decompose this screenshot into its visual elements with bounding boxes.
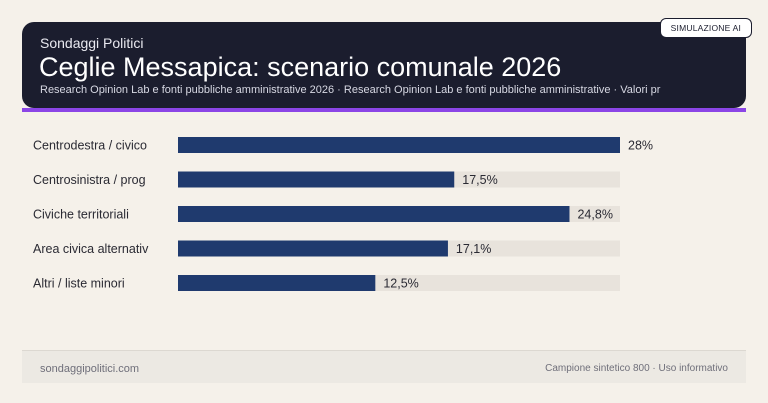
simulation-badge: SIMULAZIONE AI xyxy=(659,18,752,38)
chart-title: Ceglie Messapica: scenario comunale 2026 xyxy=(39,52,562,82)
value-label: 28% xyxy=(628,139,653,153)
bar xyxy=(178,275,376,291)
category-label: Centrosinistra / prog xyxy=(33,173,146,187)
header-accent-line xyxy=(22,108,746,112)
category-label: Civiche territoriali xyxy=(33,208,129,222)
value-label: 12,5% xyxy=(383,277,418,291)
footer-note: Campione sintetico 800 · Uso informativo xyxy=(545,363,728,374)
value-label: 17,1% xyxy=(456,242,491,256)
value-label: 17,5% xyxy=(462,173,497,187)
header-panel: Sondaggi Politici Ceglie Messapica: scen… xyxy=(22,18,752,108)
brand-kicker: Sondaggi Politici xyxy=(40,35,144,51)
footer-site: sondaggipolitici.com xyxy=(40,363,140,375)
bar-chart: Centrodestra / civico 28% Centrosinistra /… xyxy=(33,137,653,291)
category-label: Altri / liste minori xyxy=(33,277,125,291)
category-label: Centrodestra / civico xyxy=(33,139,147,153)
value-label: 24,8% xyxy=(577,208,612,222)
bar xyxy=(178,171,455,188)
bar xyxy=(178,137,620,153)
footer-bar: sondaggipolitici.com Campione sintetico … xyxy=(22,350,746,383)
bar xyxy=(178,206,570,222)
bar xyxy=(178,240,448,257)
category-label: Area civica alternativ xyxy=(33,242,149,256)
chart-subtitle: Research Opinion Lab e fonti pubbliche a… xyxy=(40,84,661,96)
